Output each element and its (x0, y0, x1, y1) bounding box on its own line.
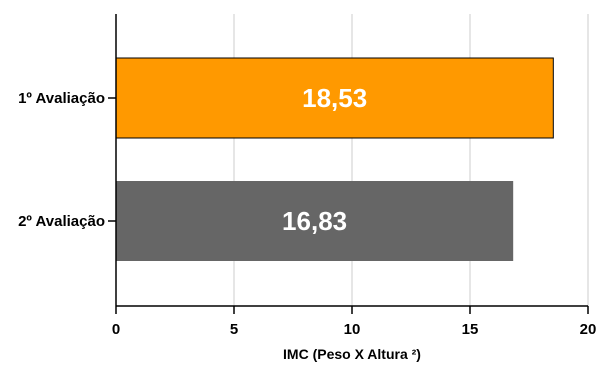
axis-layer (108, 14, 589, 314)
data-label-1: 18,53 (302, 83, 367, 113)
x-tick-label-2: 10 (344, 321, 361, 338)
x-tick-label-4: 20 (580, 321, 597, 338)
x-tick-label-0: 0 (112, 321, 120, 338)
x-tick-label-1: 5 (230, 321, 238, 338)
data-label-2: 16,83 (282, 206, 347, 236)
bar-layer (115, 57, 554, 261)
category-label-2: 2º Avaliação (18, 213, 105, 230)
x-tick-label-3: 15 (462, 321, 479, 338)
bar-2 (116, 181, 514, 261)
category-label-1: 1º Avaliação (18, 90, 105, 107)
bar-1 (115, 57, 554, 139)
x-axis-title: IMC (Peso X Altura ²) (283, 346, 421, 362)
label-layer: 0 5 10 15 20 1º Avaliação 18,53 2º Avaliação 16,… (18, 83, 596, 338)
